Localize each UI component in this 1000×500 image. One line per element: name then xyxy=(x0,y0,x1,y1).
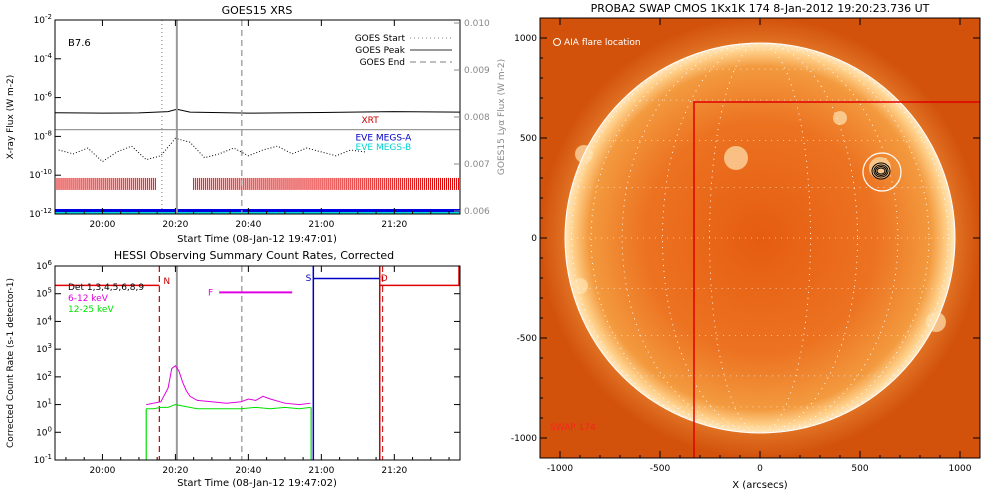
hessi-plot-frame xyxy=(54,265,461,461)
goes-ytick-label: 10-10 xyxy=(29,168,52,181)
swap-ytick-label: 1000 xyxy=(514,34,537,44)
swap-corner-label: SWAP 174 xyxy=(550,423,596,433)
hessi-xtick-label: 20:00 xyxy=(89,466,115,476)
hessi-ytick-label: 103 xyxy=(36,342,52,355)
goes-coverage-ticks xyxy=(55,177,156,190)
hessi-ytick-label: 101 xyxy=(36,398,52,411)
goes-flare-class: B7.6 xyxy=(68,38,91,49)
goes-xtick-label: 21:00 xyxy=(308,220,334,230)
hessi-fov-box xyxy=(693,101,980,458)
goes-ytick-label: 10-12 xyxy=(29,207,52,220)
goes-ytick-label: 10-4 xyxy=(34,52,53,65)
hessi-series-line xyxy=(146,365,311,406)
swap-xlabel: X (arcsecs) xyxy=(732,480,788,491)
hessi-xtick-label: 20:40 xyxy=(235,466,261,476)
active-region xyxy=(833,111,847,125)
goes-ytick-right-label: 0.010 xyxy=(464,19,490,29)
goes-ytick-right-label: 0.008 xyxy=(464,113,490,123)
goes-series-megs-a-label: EVE MEGS-A xyxy=(356,133,413,143)
goes-xtick-label: 20:40 xyxy=(235,220,261,230)
hessi-flag-s-label: S xyxy=(306,274,312,284)
swap-image-panel: PROBA2 SWAP CMOS 1Kx1K 174 8-Jan-2012 19… xyxy=(511,2,981,491)
flare-contour xyxy=(876,167,886,175)
goes-ytick-right-label: 0.007 xyxy=(464,160,490,170)
goes-xtick-label: 20:00 xyxy=(89,220,115,230)
goes-cyan-band xyxy=(55,212,460,214)
goes-long-channel-line xyxy=(55,108,460,114)
hessi-ytick-label: 10-1 xyxy=(34,453,52,466)
solar-disk xyxy=(565,43,955,433)
hessi-xtick-label: 21:00 xyxy=(308,466,334,476)
hessi-xlabel: Start Time (08-Jan-12 19:47:02) xyxy=(177,478,337,489)
hessi-series-line xyxy=(146,404,311,410)
aia-annotation-marker xyxy=(553,38,561,46)
hessi-ytick-label: 104 xyxy=(36,314,52,327)
active-region xyxy=(724,146,748,170)
swap-xtick-label: -500 xyxy=(650,464,671,474)
goes-xtick-label: 21:20 xyxy=(381,220,407,230)
goes-ytick-label: 10-2 xyxy=(34,13,52,26)
swap-xtick-label: -1000 xyxy=(547,464,573,474)
goes-ylabel: X-ray Flux (W m-2) xyxy=(6,75,16,159)
flare-contour xyxy=(871,162,891,180)
swap-xtick-label: 0 xyxy=(757,464,763,474)
hessi-ytick-label: 100 xyxy=(36,425,52,438)
goes-series-xrt-label: XRT xyxy=(361,116,379,126)
hessi-flag-f-label: F xyxy=(208,288,213,298)
swap-ytick-label: 500 xyxy=(520,134,537,144)
goes-xlabel: Start Time (08-Jan-12 19:47:01) xyxy=(177,234,337,245)
swap-ytick-label: -1000 xyxy=(511,434,537,444)
goes-xtick-label: 20:20 xyxy=(162,220,188,230)
flare-contour xyxy=(875,166,887,176)
goes-ytick-label: 10-8 xyxy=(34,129,52,142)
hessi-legend-label: 6-12 keV xyxy=(68,294,109,304)
goes-legend-label: GOES Start xyxy=(355,34,406,44)
goes-ytick-right-label: 0.009 xyxy=(464,66,490,76)
hessi-xtick-label: 21:20 xyxy=(381,466,407,476)
hessi-ytick-label: 102 xyxy=(36,370,52,383)
hessi-xtick-label: 20:20 xyxy=(162,466,188,476)
hessi-flag-n-label: N xyxy=(163,277,170,287)
goes-legend-label: GOES Peak xyxy=(355,46,405,56)
aia-flare-annotation: AIA flare location xyxy=(564,38,641,48)
hessi-legend-label: 12-25 keV xyxy=(68,305,114,315)
swap-title: PROBA2 SWAP CMOS 1Kx1K 174 8-Jan-2012 19… xyxy=(591,2,930,15)
hessi-legend-label: Det 1,3,4,5,6,8,9 xyxy=(68,283,144,293)
active-region xyxy=(572,278,588,294)
goes-ytick-label: 10-6 xyxy=(34,91,53,104)
hessi-flag-d-label: D xyxy=(381,274,388,284)
hessi-title: HESSI Observing Summary Count Rates, Cor… xyxy=(114,249,394,262)
goes-short-channel-line xyxy=(58,137,366,163)
goes-coverage-ticks xyxy=(193,177,460,190)
swap-xtick-label: 1000 xyxy=(949,464,972,474)
goes-series-megs-b-label: EVE MEGS-B xyxy=(356,143,412,153)
aia-flare-circle xyxy=(862,152,902,192)
hessi-ylabel: Corrected Count Rate (s-1 detector-1) xyxy=(6,278,16,448)
solar-limb xyxy=(564,42,956,434)
goes-ylabel-right: GOES15 Lyα Flux (W m-2) xyxy=(497,59,507,175)
grid-longitude xyxy=(709,42,811,434)
hessi-ytick-label: 106 xyxy=(36,259,52,272)
swap-ytick-label: 0 xyxy=(531,234,537,244)
flare-contour xyxy=(873,164,889,178)
hessi-panel: HESSI Observing Summary Count Rates, Cor… xyxy=(6,249,461,489)
goes-blue-band xyxy=(55,209,460,213)
goes-legend-label: GOES End xyxy=(360,58,405,68)
swap-xtick-label: 500 xyxy=(851,464,868,474)
hessi-ytick-label: 105 xyxy=(36,287,52,300)
swap-ytick-label: -500 xyxy=(517,334,538,344)
goes-title: GOES15 XRS xyxy=(222,4,293,17)
goes-ytick-right-label: 0.006 xyxy=(464,207,490,217)
